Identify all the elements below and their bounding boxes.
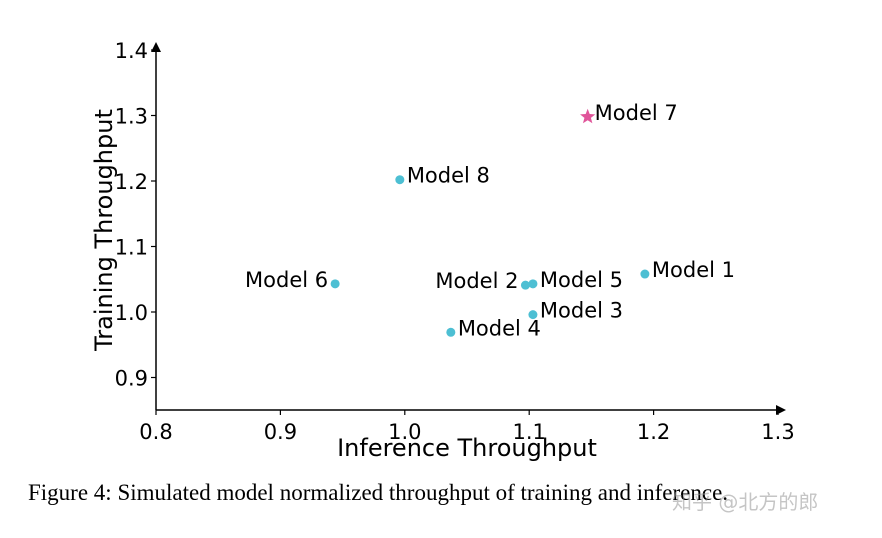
x-tick-label: 1.3 [761,420,794,444]
y-tick-label: 1.0 [115,301,148,325]
point-label-model-7: Model 7 [595,101,678,125]
watermark: 知乎 @北方的郎 [672,490,819,514]
star-marker-model-7 [580,108,596,124]
axes [151,42,786,415]
point-label-model-8: Model 8 [407,164,490,188]
y-tick-label: 1.2 [115,170,148,194]
x-tick-label: 1.0 [388,420,421,444]
y-tick-label: 1.4 [115,39,148,63]
y-tick-label: 1.1 [115,236,148,260]
figure-caption: Figure 4: Simulated model normalized thr… [28,480,729,505]
x-tick-label: 0.9 [264,420,297,444]
y-tick-label: 1.3 [115,105,148,129]
point-marker-model-8 [395,175,405,185]
point-marker-model-3 [528,310,538,320]
x-tick-label: 0.8 [139,420,172,444]
point-label-model-1: Model 1 [652,258,735,282]
point-label-model-2: Model 2 [435,269,518,293]
point-marker-model-5 [528,279,538,289]
point-marker-model-1 [640,269,650,279]
point-label-model-5: Model 5 [540,268,623,292]
y-tick-label: 0.9 [115,367,148,391]
point-marker-model-2 [520,280,530,290]
point-label-model-4: Model 4 [458,316,541,340]
x-tick-label: 1.2 [637,420,670,444]
point-marker-model-6 [330,279,340,289]
x-tick-label: 1.1 [512,420,545,444]
point-label-model-6: Model 6 [245,268,328,292]
ticks: 0.8 0.9 1.0 1.1 1.2 1.3 0.9 1.0 1.1 1.2 1.3 1.4 [115,39,795,444]
point-label-model-3: Model 3 [540,299,623,323]
point-marker-model-4 [446,327,456,337]
y-axis-label: Training Throughput [90,109,118,352]
x-axis-label: Inference Throughput [337,434,597,462]
